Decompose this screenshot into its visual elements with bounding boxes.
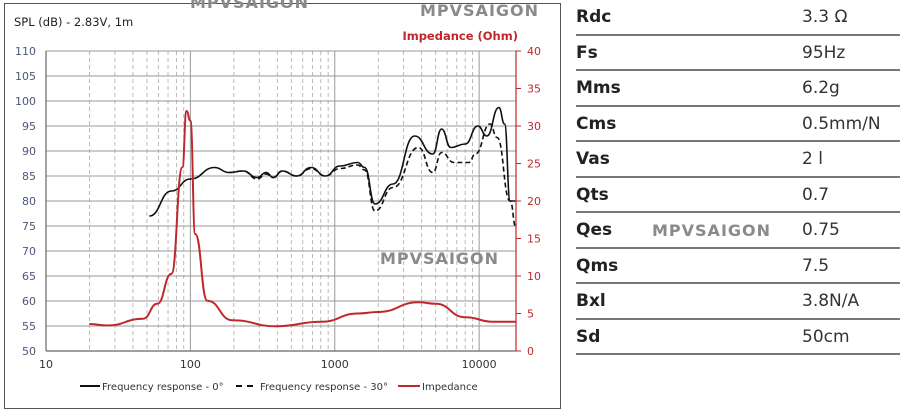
spec-label: Mms — [576, 78, 621, 98]
chart-title: SPL (dB) - 2.83V, 1m — [14, 15, 133, 29]
y2-tick-label: 5 — [527, 308, 534, 321]
y-tick-label: 100 — [15, 95, 36, 108]
spec-row-cms: Cms 0.5mm/N — [576, 107, 900, 142]
y-tick-label: 75 — [22, 220, 36, 233]
x-tick-label: 10000 — [462, 358, 497, 371]
y2-axis-title: Impedance (Ohm) — [402, 29, 518, 43]
y2-tick-label: 30 — [527, 120, 541, 133]
series-line-fr-30 — [228, 123, 517, 229]
y-tick-label: 50 — [22, 345, 36, 358]
spec-row-qes: Qes 0.75 — [576, 213, 900, 249]
x-tick-label: 100 — [180, 358, 201, 371]
y-tick-label: 55 — [22, 320, 36, 333]
spec-value: 50cm — [802, 326, 850, 347]
spec-label: Sd — [576, 326, 601, 347]
spec-value: 3.3 Ω — [802, 7, 848, 27]
spec-row-bxl: Bxl 3.8N/A — [576, 284, 900, 320]
y-tick-label: 80 — [22, 195, 36, 208]
y2-tick-label: 15 — [527, 233, 541, 246]
spec-label: Cms — [576, 113, 617, 134]
spec-label: Fs — [576, 42, 598, 63]
spec-label: Bxl — [576, 291, 606, 311]
spec-value: 0.75 — [802, 220, 840, 240]
spec-row-sd: Sd 50cm — [576, 320, 900, 355]
spec-row-qts: Qts 0.7 — [576, 178, 900, 213]
spec-value: 2 l — [802, 149, 823, 169]
y2-tick-label: 35 — [527, 83, 541, 96]
y2-tick-label: 40 — [527, 45, 541, 58]
y2-tick-label: 25 — [527, 158, 541, 171]
spec-value: 6.2g — [802, 78, 840, 98]
spec-row-mms: Mms 6.2g — [576, 71, 900, 107]
y-tick-label: 65 — [22, 270, 36, 283]
legend-label: Frequency response - 0° — [102, 382, 224, 393]
legend-label: Frequency response - 30° — [260, 382, 388, 393]
spec-label: Qms — [576, 255, 619, 276]
y-tick-label: 105 — [15, 70, 36, 83]
y-tick-label: 60 — [22, 295, 36, 308]
spec-value: 95Hz — [802, 42, 846, 63]
y-tick-label: 85 — [22, 170, 36, 183]
spec-value: 3.8N/A — [802, 291, 860, 311]
spec-label: Qts — [576, 184, 609, 205]
spec-value: 0.7 — [802, 184, 830, 205]
y-tick-label: 110 — [15, 45, 36, 58]
y2-tick-label: 20 — [527, 195, 541, 208]
spec-label: Qes — [576, 220, 613, 240]
spec-row-qms: Qms 7.5 — [576, 249, 900, 284]
y2-tick-label: 10 — [527, 270, 541, 283]
watermark: MPVSAIGON — [190, 0, 310, 12]
y2-tick-label: 0 — [527, 345, 534, 358]
spec-value: 0.5mm/N — [802, 113, 881, 134]
spec-label: Rdc — [576, 7, 612, 27]
x-tick-label: 10 — [39, 358, 53, 371]
watermark: MPVSAIGON — [652, 221, 772, 240]
series-line-impedance — [89, 109, 516, 328]
spec-row-vas: Vas 2 l — [576, 142, 900, 178]
specs-table: Rdc 3.3 Ω Fs 95Hz Mms 6.2g Cms 0.5mm/N Vas 2 … — [576, 0, 900, 355]
x-tick-label: 1000 — [321, 358, 349, 371]
watermark: MPVSAIGON — [380, 249, 500, 268]
spec-row-fs: Fs 95Hz — [576, 36, 900, 71]
y-tick-label: 90 — [22, 145, 36, 158]
spec-value: 7.5 — [802, 255, 830, 276]
spec-row-rdc: Rdc 3.3 Ω — [576, 0, 900, 36]
chart-frame — [4, 3, 561, 409]
y-tick-label: 95 — [22, 120, 36, 133]
watermark: MPVSAIGON — [420, 1, 540, 20]
spec-label: Vas — [576, 149, 610, 169]
legend-label: Impedance — [422, 382, 478, 393]
y-tick-label: 70 — [22, 245, 36, 258]
